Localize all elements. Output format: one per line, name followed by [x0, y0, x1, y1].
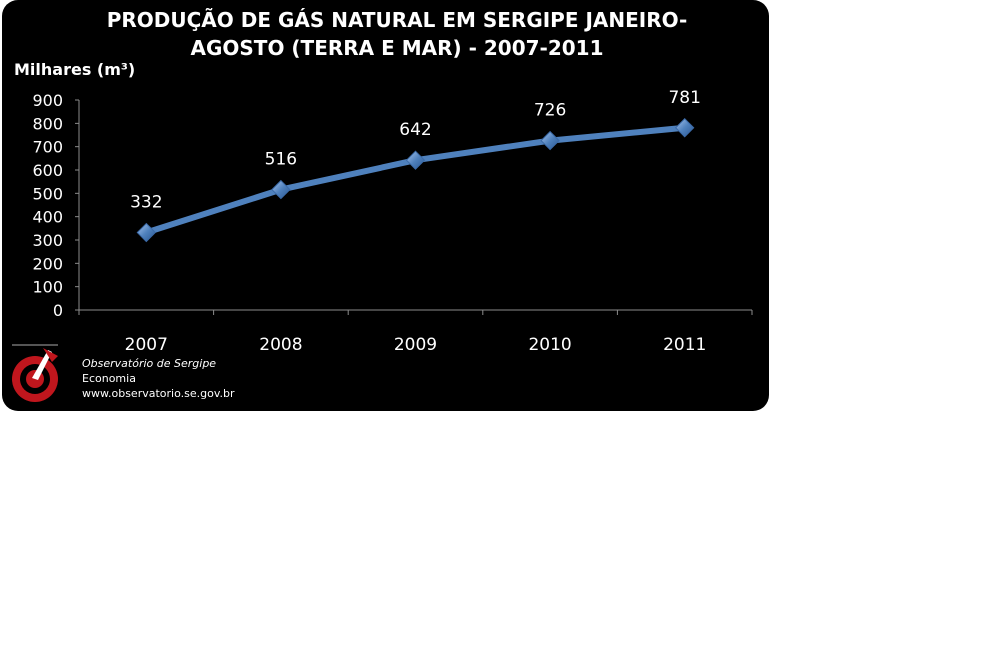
x-tick-label: 2009 — [394, 335, 437, 355]
data-point — [271, 179, 291, 200]
data-label: 726 — [534, 101, 566, 121]
y-tick-label: 500 — [32, 184, 63, 203]
line-chart: 0 100 200 300 400 500 600 700 800 900 2007 2008 2009… — [32, 88, 753, 355]
y-tick-label: 200 — [32, 254, 63, 273]
x-tick-label: 2010 — [528, 335, 571, 355]
data-label: 516 — [265, 150, 297, 170]
credits-dept: Economia — [82, 372, 136, 385]
chart-title-line-1: PRODUÇÃO DE GÁS NATURAL EM SERGIPE JANEI… — [106, 8, 688, 32]
y-tick-label: 0 — [53, 301, 63, 320]
y-tick-label: 300 — [32, 231, 63, 250]
chart-panel: PRODUÇÃO DE GÁS NATURAL EM SERGIPE JANEI… — [2, 0, 769, 411]
chart-title-line-2: AGOSTO (TERRA E MAR) - 2007-2011 — [190, 36, 604, 60]
data-point — [540, 130, 560, 151]
observatorio-logo-icon — [12, 344, 58, 402]
x-tick-label: 2007 — [125, 335, 168, 355]
data-label: 332 — [130, 193, 162, 213]
y-tick-label: 100 — [32, 278, 63, 297]
credits-site: www.observatorio.se.gov.br — [82, 387, 235, 400]
x-tick-label: 2008 — [259, 335, 302, 355]
data-point — [674, 118, 695, 138]
credits: Observatório de Sergipe Economia www.obs… — [82, 356, 234, 401]
data-label: 781 — [668, 88, 700, 108]
series-line — [143, 124, 688, 236]
y-tick-label: 900 — [32, 91, 63, 110]
y-tick-label: 800 — [32, 114, 63, 133]
data-point — [136, 222, 157, 243]
data-label: 642 — [399, 120, 431, 140]
data-point — [405, 150, 426, 170]
credits-org: Observatório de Sergipe — [82, 357, 217, 370]
y-tick-label: 600 — [32, 161, 63, 180]
y-axis-label: Milhares (m³) — [14, 60, 136, 79]
y-tick-label: 400 — [32, 208, 63, 227]
x-tick-label: 2011 — [663, 335, 706, 355]
y-tick-label: 700 — [32, 138, 63, 157]
chart-title: PRODUÇÃO DE GÁS NATURAL EM SERGIPE JANEI… — [97, 6, 697, 62]
